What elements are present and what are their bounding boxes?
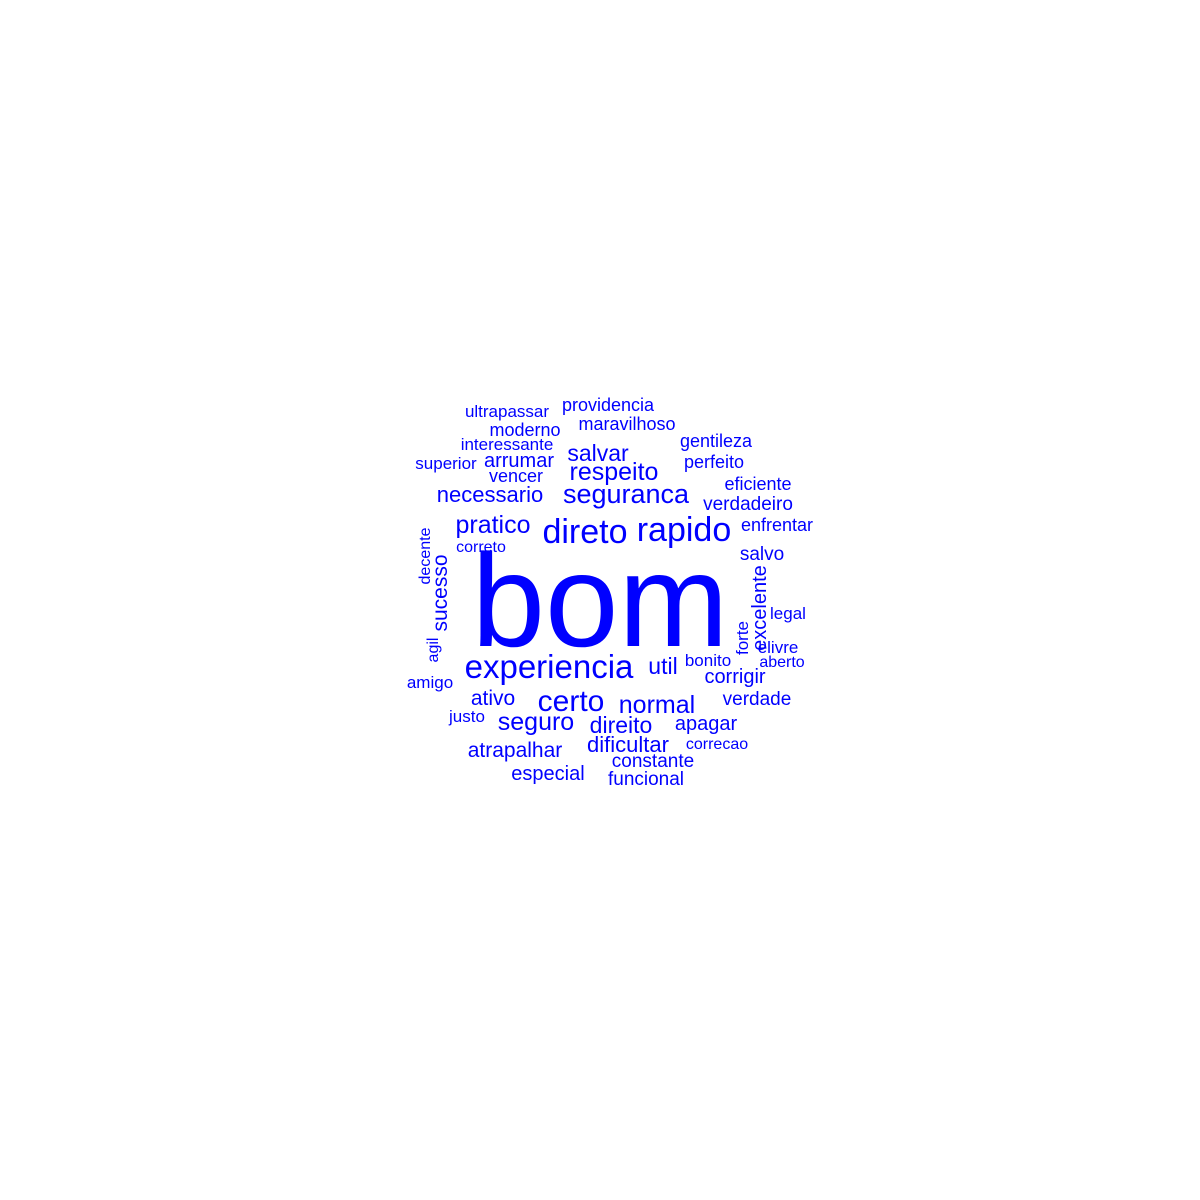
word-eficiente: eficiente [724,474,791,494]
word-gentileza: gentileza [680,431,753,451]
word-direto: direto [542,513,627,551]
word-correto: correto [456,539,506,556]
word-justo: justo [448,707,485,726]
word-constante: constante [612,751,694,772]
word-vencer: vencer [489,466,543,486]
word-arrumar: arrumar [484,450,554,472]
word-direito: direito [590,712,653,738]
word-respeito: respeito [570,458,659,486]
word-certo: certo [538,685,605,718]
word-bom: bom [472,527,729,674]
word-verdadeiro: verdadeiro [703,494,793,515]
word-legal: legal [770,604,806,623]
word-amigo: amigo [407,673,453,692]
word-ativo: ativo [471,687,515,710]
word-perfeito: perfeito [684,452,744,472]
word-bonito: bonito [685,651,731,670]
word-experiencia: experiencia [465,648,634,685]
word-enfrentar: enfrentar [741,515,813,535]
word-moderno: moderno [489,420,560,440]
word-salvar: salvar [567,440,629,466]
word-util: util [648,653,677,679]
word-necessario: necessario [437,482,543,507]
word-pratico: pratico [455,511,530,539]
word-maravilhoso: maravilhoso [578,414,675,434]
word-aberto: aberto [759,654,804,671]
word-salvo: salvo [740,544,784,565]
word-funcional: funcional [608,769,684,790]
word-atrapalhar: atrapalhar [468,739,563,762]
word-dificultar: dificultar [587,732,669,757]
word-elivre: elivre [758,638,799,657]
word-forte: forte [733,621,752,655]
word-ultrapassar: ultrapassar [465,402,549,421]
word-interessante: interessante [461,435,554,454]
word-excelente: excelente [749,565,771,651]
word-seguranca: seguranca [563,479,690,509]
word-providencia: providencia [562,395,655,415]
word-normal: normal [619,691,695,719]
word-rapido: rapido [637,511,732,549]
word-corrigir: corrigir [704,666,765,688]
word-apagar: apagar [675,713,738,735]
word-superior: superior [415,454,477,473]
word-especial: especial [511,763,584,785]
word-correcao: correcao [686,736,748,753]
word-decente: decente [417,527,434,584]
word-sucesso: sucesso [429,554,452,631]
word-seguro: seguro [498,708,574,736]
word-agil: agil [425,638,442,663]
word-verdade: verdade [723,689,792,710]
